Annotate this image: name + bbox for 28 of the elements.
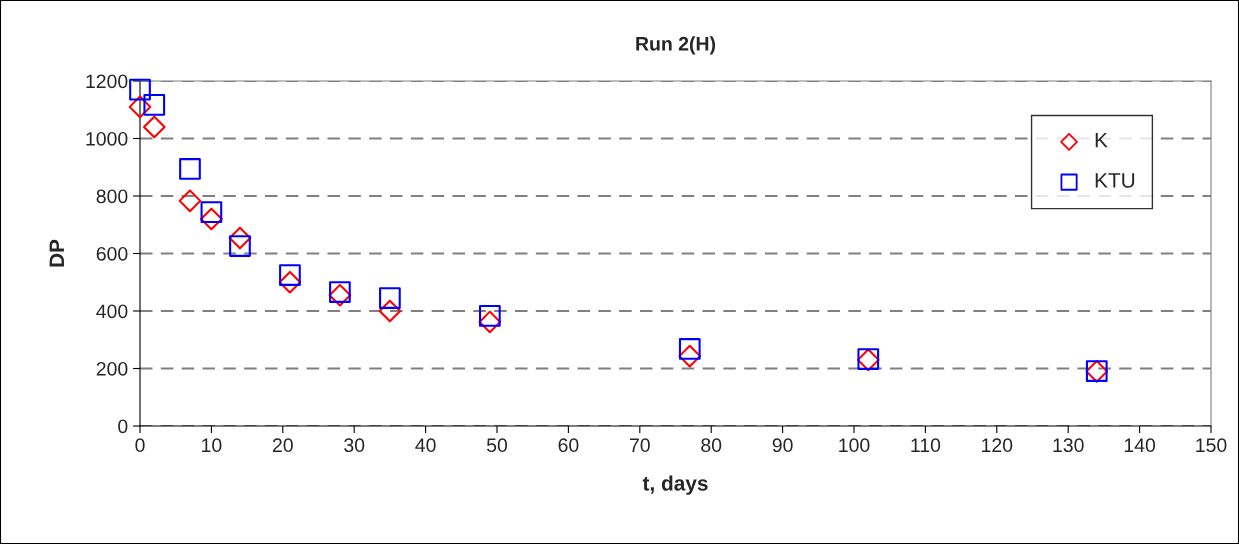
- y-tick-label: 1200: [86, 74, 128, 89]
- y-tick-label: 1000: [86, 131, 128, 146]
- x-tick-label: 30: [344, 438, 365, 453]
- x-tick-label: 60: [558, 438, 579, 453]
- chart-title: Run 2(H): [636, 36, 716, 55]
- y-tick-label: 400: [96, 304, 128, 319]
- x-tick-label: 120: [982, 438, 1013, 453]
- x-tick-label: 50: [486, 438, 508, 453]
- y-tick-label: 600: [96, 246, 128, 261]
- x-tick-label: 20: [272, 438, 293, 453]
- x-tick-label: 10: [202, 438, 222, 453]
- x-tick-label: 0: [135, 438, 145, 453]
- x-tick-label: 90: [772, 438, 793, 453]
- legend-label: KTU: [1095, 173, 1135, 188]
- x-tick-label: 100: [839, 438, 870, 453]
- y-axis-title: DP: [49, 239, 64, 267]
- x-tick-label: 150: [1196, 438, 1227, 453]
- x-tick-label: 80: [701, 438, 722, 453]
- x-axis-title: t, days: [642, 475, 708, 495]
- x-tick-label: 110: [911, 438, 941, 453]
- y-tick-label: 800: [96, 189, 128, 204]
- y-tick-label: 200: [96, 361, 128, 376]
- x-tick-label: 70: [629, 438, 650, 453]
- x-tick-label: 40: [415, 438, 436, 453]
- legend-label: K: [1095, 133, 1108, 148]
- x-tick-label: 140: [1124, 438, 1156, 453]
- x-tick-label: 130: [1053, 438, 1084, 453]
- y-tick-label: 0: [118, 419, 128, 434]
